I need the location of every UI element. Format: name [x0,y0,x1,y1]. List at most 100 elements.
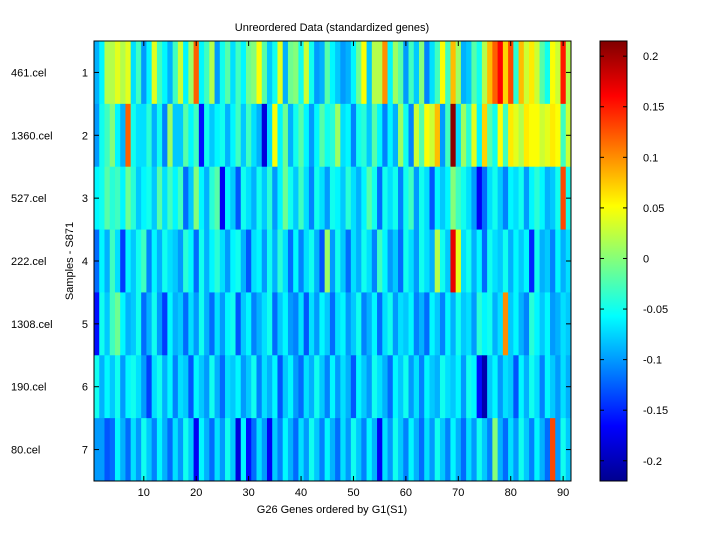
heatmap-cell [99,229,105,293]
heatmap-cell [287,41,294,105]
heatmap-cell [308,166,315,230]
heatmap-cell [413,292,420,356]
heatmap-cell [135,166,142,230]
heatmap-cell [209,229,215,293]
heatmap-cell [487,418,493,482]
heatmap-cell [481,355,488,419]
heatmap-cell [130,355,137,419]
heatmap-cell [277,355,284,419]
heatmap-cell [392,418,399,482]
heatmap-cell [377,418,383,482]
heatmap-cell [450,292,457,356]
heatmap-cell [282,418,289,482]
heatmap-cell [282,41,289,105]
heatmap-cell [287,229,294,293]
heatmap-cell [303,41,310,105]
heatmap-cell [544,41,551,105]
heatmap-cell [434,41,441,105]
heatmap-cell [256,355,263,419]
heatmap-cell [114,292,121,356]
heatmap-cell [198,229,205,293]
heatmap-cell [125,41,132,105]
heatmap-cell [298,41,305,105]
heatmap-cell [256,292,263,356]
heatmap-cell [424,355,430,419]
heatmap-cell [481,103,488,168]
heatmap-cell [162,292,168,356]
heatmap-cell [251,103,257,168]
heatmap-cell [230,41,236,105]
heatmap-cell [550,355,556,419]
y-tick-label: 1 [82,67,88,79]
heatmap-cell [135,292,142,356]
heatmap-cell [392,166,399,230]
x-axis-label: G26 Genes ordered by G1(S1) [257,504,407,516]
heatmap-cell [497,103,504,168]
heatmap-cell [361,41,367,105]
heatmap-cell [99,355,105,419]
colorbar-tick-label: 0.1 [643,152,658,164]
heatmap-cell [413,103,420,168]
heatmap-cell [460,292,467,356]
heatmap-cell [481,229,488,293]
heatmap-cell [125,418,132,482]
heatmap-cell [172,41,179,105]
heatmap-cell [361,166,367,230]
heatmap-cell [345,355,352,419]
heatmap-cell [272,355,278,419]
heatmap-cell [324,41,331,105]
heatmap-cell [235,103,242,168]
heatmap-cell [109,418,116,482]
heatmap-cell [350,418,357,482]
heatmap-cell [261,292,268,356]
heatmap-cell [162,41,168,105]
heatmap-cell [471,166,478,230]
heatmap-cell [209,418,215,482]
heatmap-cell [335,166,341,230]
heatmap-cell [177,41,184,105]
heatmap-cell [460,166,467,230]
heatmap-cell [403,418,409,482]
heatmap-cell [251,355,257,419]
heatmap-cell [460,41,467,105]
colorbar-tick-label: 0.2 [643,51,658,63]
heatmap-cell [287,355,294,419]
heatmap-cell [204,229,210,293]
heatmap-cell [324,229,331,293]
heatmap-cell [156,103,163,168]
heatmap-cell [340,41,346,105]
heatmap-cell [387,292,394,356]
heatmap-cell [99,292,105,356]
heatmap-cell [366,418,373,482]
heatmap-cell [266,355,273,419]
heatmap-cell [408,292,415,356]
heatmap-cell [481,292,488,356]
y-axis-ticks: 1 2 3 4 5 6 7 [82,67,571,457]
heatmap-cell [340,292,346,356]
heatmap-cell [272,103,278,168]
heatmap-cell [424,166,430,230]
heatmap-cell [335,103,341,168]
heatmap-cell [403,41,409,105]
heatmap-cell [560,103,567,168]
heatmap-cell [261,166,268,230]
heatmap-cell [109,229,116,293]
sample-label: 190.cel [11,382,46,394]
heatmap-cell [272,418,278,482]
heatmap-cell [534,103,540,168]
heatmap-cell [481,418,488,482]
heatmap-cell [324,292,331,356]
heatmap-cell [492,292,499,356]
heatmap-cell [429,166,436,230]
heatmap-cell [398,355,404,419]
heatmap-cell [429,418,436,482]
heatmap-cell [183,292,189,356]
heatmap-cell [466,166,472,230]
heatmap-cell [219,355,226,419]
sample-label: 80.cel [11,445,40,457]
heatmap-cell [141,418,147,482]
heatmap-cell [114,103,121,168]
heatmap-cell [261,418,268,482]
heatmap-cell [319,103,326,168]
